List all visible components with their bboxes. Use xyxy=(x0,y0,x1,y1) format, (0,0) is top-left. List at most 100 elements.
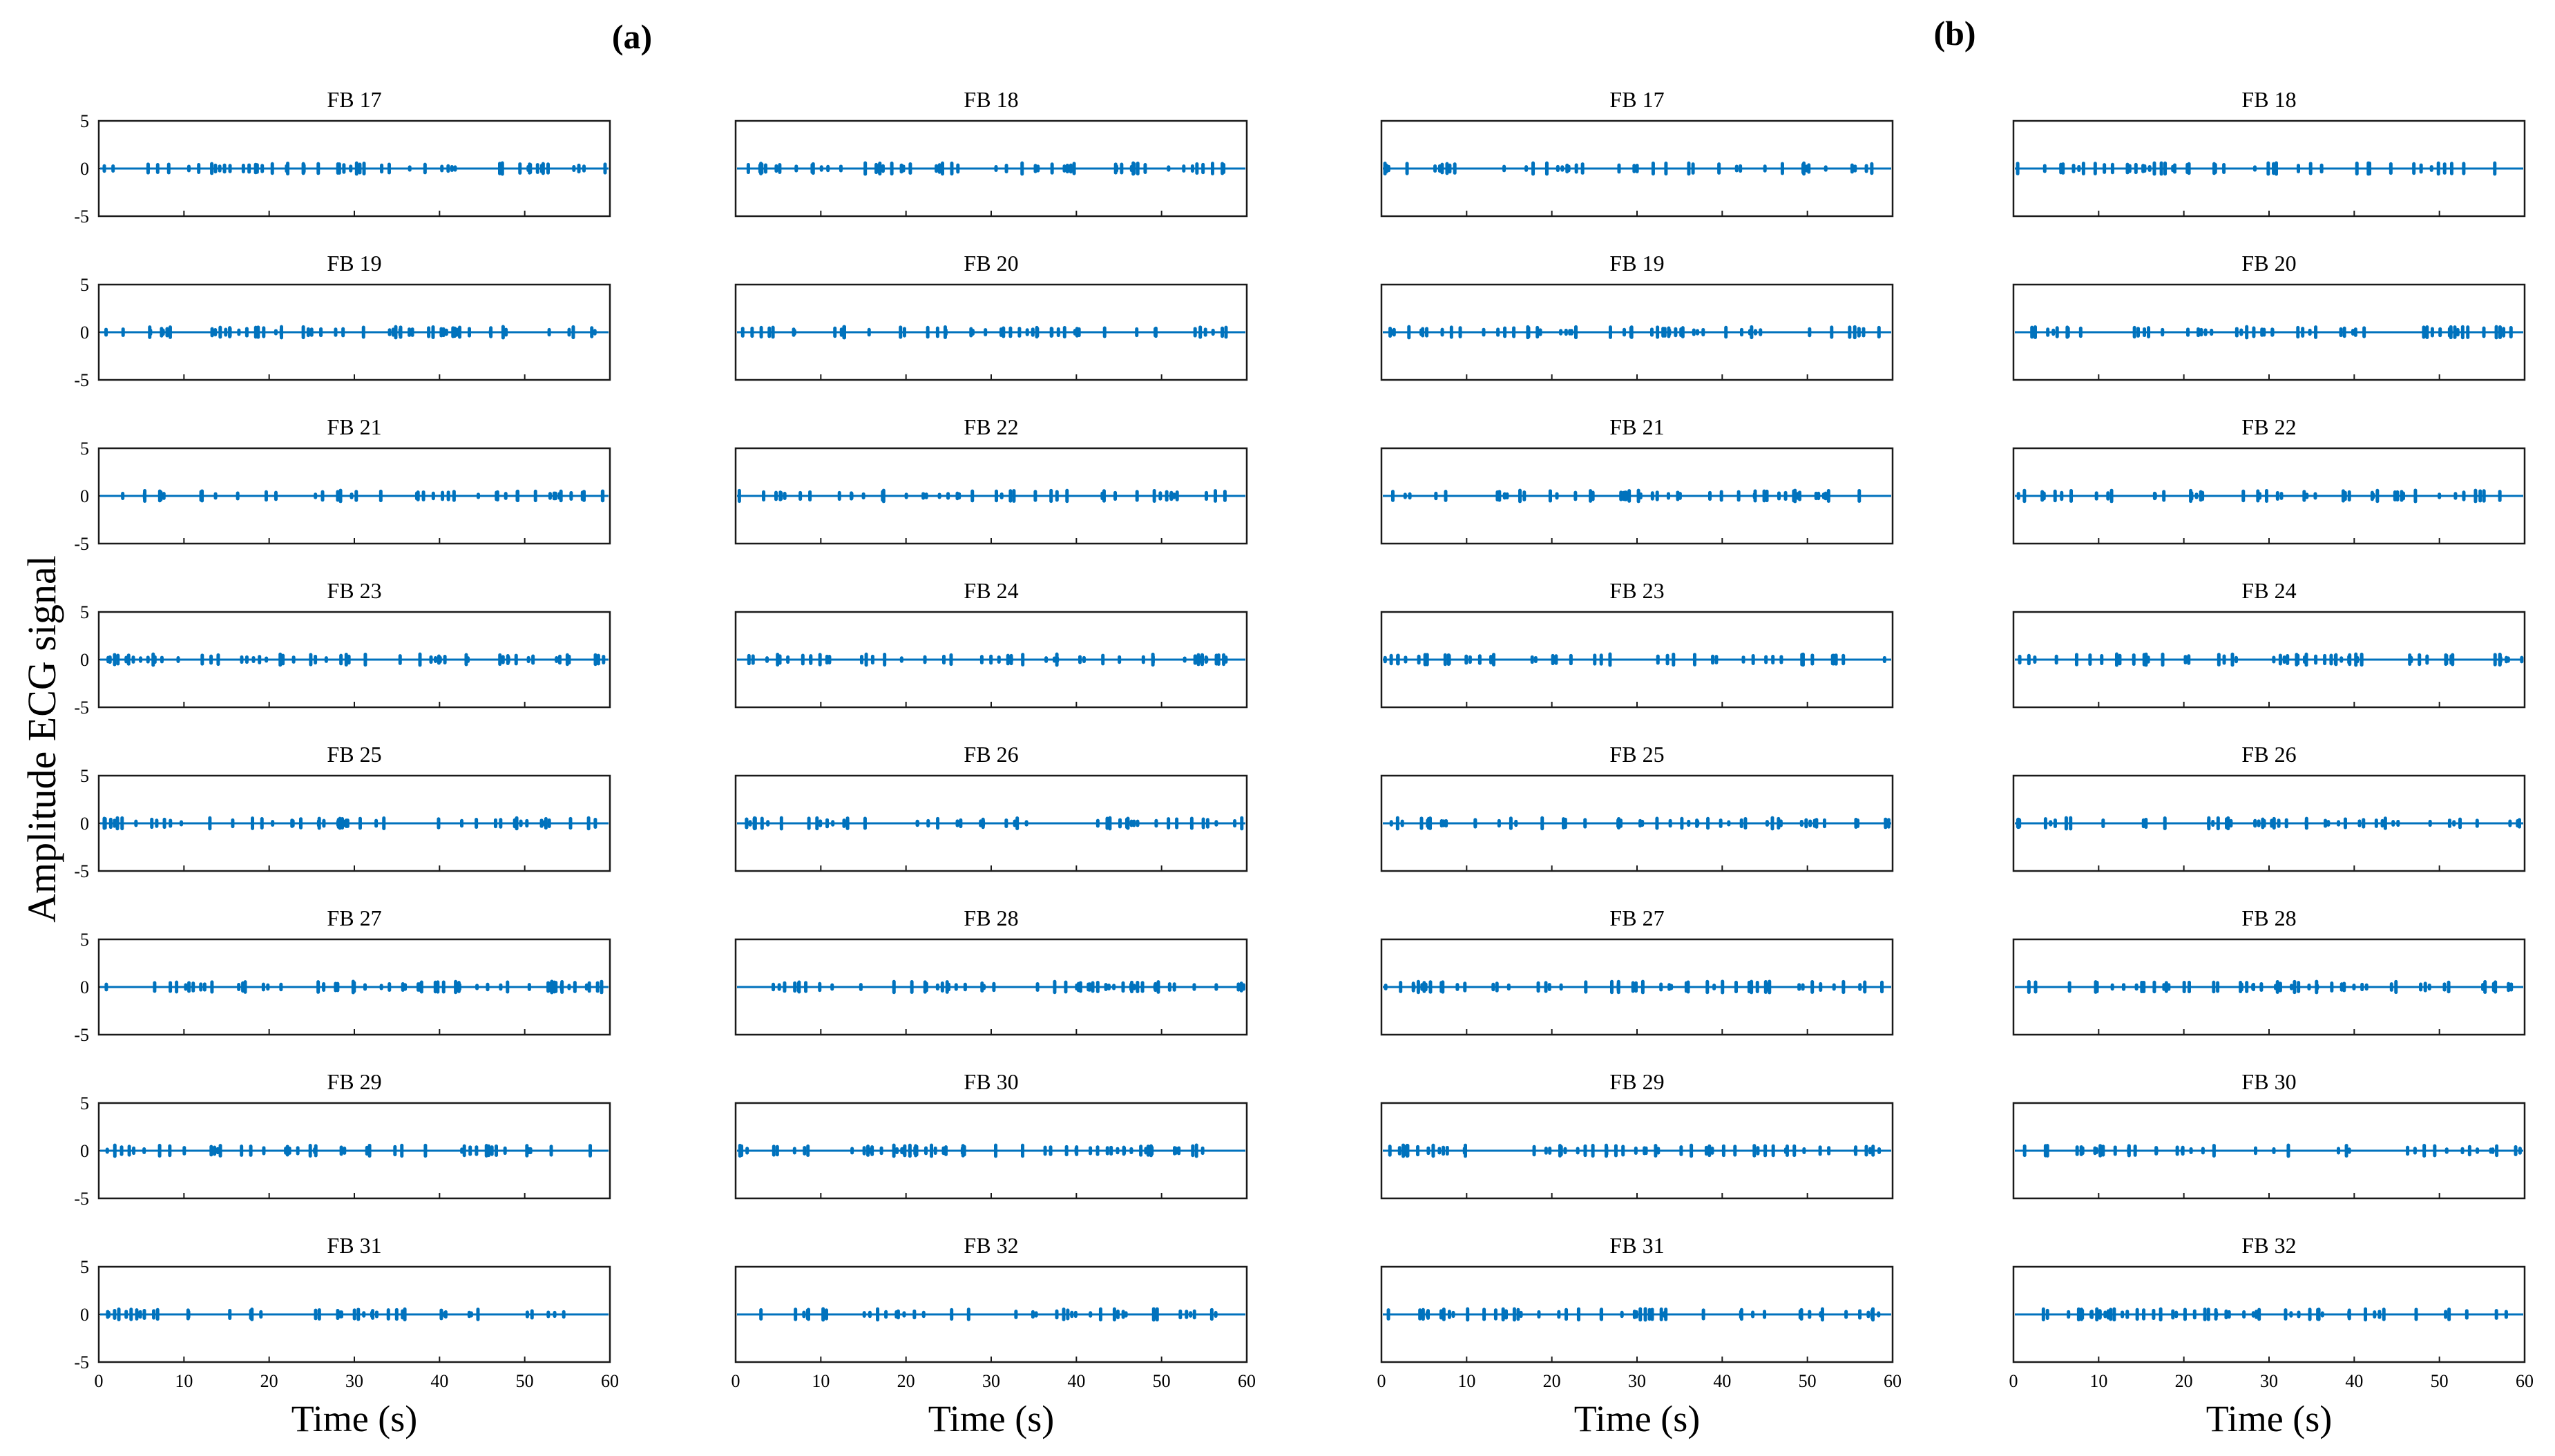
subplot-title: FB 20 xyxy=(2241,251,2296,276)
subplot-fb-27-panel-b: FB 27 xyxy=(1380,906,1894,1036)
subplot-title: FB 32 xyxy=(964,1233,1018,1258)
y-tick-label: -5 xyxy=(74,698,89,718)
y-tick-label: -5 xyxy=(74,861,89,881)
subplot-fb-26-panel-b: FB 26 xyxy=(2012,742,2526,872)
x-tick-label: 10 xyxy=(175,1371,193,1391)
x-tick-label: 0 xyxy=(95,1371,104,1391)
subplot-fb-17-panel-b: FB 17 xyxy=(1380,87,1894,218)
x-axis-label: Time (s) xyxy=(928,1398,1055,1439)
y-tick-label: 0 xyxy=(80,1305,89,1325)
x-tick-label: 20 xyxy=(260,1371,278,1391)
subplot-title: FB 21 xyxy=(1609,414,1664,439)
y-tick-label: -5 xyxy=(74,1352,89,1372)
panel-label-b: (b) xyxy=(1933,14,1975,52)
x-tick-label: 10 xyxy=(812,1371,830,1391)
subplot-fb-18-panel-a: FB 18 xyxy=(734,87,1248,218)
subplot-title: FB 20 xyxy=(964,251,1018,276)
x-tick-label: 50 xyxy=(1153,1371,1171,1391)
subplot-fb-31-panel-b: FB 31 0 10 20 30 40 50 60 Time (s) xyxy=(1377,1233,1902,1439)
x-tick-label: 60 xyxy=(2516,1371,2534,1391)
subplot-title: FB 17 xyxy=(327,87,381,112)
subplot-title: FB 19 xyxy=(1609,251,1664,276)
subplot-fb-19-panel-a: FB 19 5 0 -5 xyxy=(74,251,611,390)
x-tick-label: 60 xyxy=(1884,1371,1902,1391)
x-tick-label: 30 xyxy=(982,1371,1000,1391)
y-tick-label: 0 xyxy=(80,977,89,997)
x-tick-label: 40 xyxy=(2345,1371,2363,1391)
y-tick-label: 5 xyxy=(80,766,89,786)
x-tick-label: 0 xyxy=(2009,1371,2018,1391)
y-tick-label: 5 xyxy=(80,602,89,622)
subplot-fb-23-panel-b: FB 23 xyxy=(1380,578,1894,709)
y-tick-label: 0 xyxy=(80,486,89,506)
y-tick-label: -5 xyxy=(74,207,89,227)
y-tick-label: -5 xyxy=(74,1025,89,1045)
x-tick-label: 20 xyxy=(2175,1371,2193,1391)
subplot-fb-20-panel-b: FB 20 xyxy=(2012,251,2526,381)
y-axis-label: Amplitude ECG signal xyxy=(19,555,64,923)
x-tick-label: 40 xyxy=(1713,1371,1731,1391)
subplot-fb-28-panel-a: FB 28 xyxy=(734,906,1248,1036)
x-tick-label: 50 xyxy=(1799,1371,1817,1391)
x-tick-label: 40 xyxy=(1067,1371,1085,1391)
y-tick-label: 0 xyxy=(80,1141,89,1161)
subplot-title: FB 28 xyxy=(964,906,1018,930)
subplot-title: FB 27 xyxy=(1609,906,1664,930)
subplot-title: FB 24 xyxy=(2241,578,2296,603)
subplot-fb-29-panel-b: FB 29 xyxy=(1380,1069,1894,1200)
subplot-title: FB 22 xyxy=(2241,414,2296,439)
subplot-title: FB 31 xyxy=(1609,1233,1664,1258)
x-axis-label: Time (s) xyxy=(1574,1398,1701,1439)
subplot-fb-26-panel-a: FB 26 xyxy=(734,742,1248,872)
subplot-fb-20-panel-a: FB 20 xyxy=(734,251,1248,381)
x-tick-label: 30 xyxy=(345,1371,363,1391)
subplot-title: FB 27 xyxy=(327,906,381,930)
subplot-title: FB 26 xyxy=(2241,742,2296,767)
subplot-title: FB 23 xyxy=(327,578,381,603)
subplot-title: FB 19 xyxy=(327,251,381,276)
subplot-fb-25-panel-b: FB 25 xyxy=(1380,742,1894,872)
x-axis-label: Time (s) xyxy=(2206,1398,2333,1439)
subplot-fb-22-panel-a: FB 22 xyxy=(734,414,1248,545)
y-tick-label: 0 xyxy=(80,650,89,670)
subplot-title: FB 24 xyxy=(964,578,1018,603)
subplot-fb-25-panel-a: FB 25 5 0 -5 xyxy=(74,742,611,881)
subplot-title: FB 23 xyxy=(1609,578,1664,603)
y-tick-label: -5 xyxy=(74,370,89,390)
subplot-fb-21-panel-b: FB 21 xyxy=(1380,414,1894,545)
subplot-fb-18-panel-b: FB 18 xyxy=(2012,87,2526,218)
subplot-title: FB 28 xyxy=(2241,906,2296,930)
subplot-fb-30-panel-a: FB 30 xyxy=(734,1069,1248,1200)
x-tick-label: 60 xyxy=(601,1371,619,1391)
x-tick-label: 50 xyxy=(516,1371,534,1391)
y-tick-label: 5 xyxy=(80,439,89,459)
subplot-title: FB 18 xyxy=(964,87,1018,112)
x-tick-label: 60 xyxy=(1238,1371,1256,1391)
subplot-title: FB 22 xyxy=(964,414,1018,439)
x-tick-label: 0 xyxy=(1377,1371,1386,1391)
subplot-fb-32-panel-b: FB 32 0 10 20 30 40 50 60 Time (s) xyxy=(2009,1233,2534,1439)
subplot-title: FB 18 xyxy=(2241,87,2296,112)
y-tick-label: -5 xyxy=(74,1189,89,1209)
x-tick-label: 10 xyxy=(2089,1371,2107,1391)
subplot-title: FB 32 xyxy=(2241,1233,2296,1258)
subplot-title: FB 30 xyxy=(2241,1069,2296,1094)
subplot-fb-27-panel-a: FB 27 5 0 -5 xyxy=(74,906,611,1045)
subplot-fb-22-panel-b: FB 22 xyxy=(2012,414,2526,545)
subplot-title: FB 25 xyxy=(1609,742,1664,767)
subplot-fb-30-panel-b: FB 30 xyxy=(2012,1069,2526,1200)
subplot-fb-23-panel-a: FB 23 5 0 -5 xyxy=(74,578,611,718)
x-tick-label: 50 xyxy=(2431,1371,2449,1391)
y-tick-label: 5 xyxy=(80,930,89,950)
x-axis-label: Time (s) xyxy=(291,1398,418,1439)
y-tick-label: 0 xyxy=(80,323,89,343)
y-tick-label: -5 xyxy=(74,534,89,554)
subplot-fb-21-panel-a: FB 21 5 0 -5 xyxy=(74,414,611,554)
subplot-fb-24-panel-a: FB 24 xyxy=(734,578,1248,709)
x-tick-label: 40 xyxy=(430,1371,448,1391)
subplot-title: FB 17 xyxy=(1609,87,1664,112)
y-tick-label: 5 xyxy=(80,1093,89,1113)
